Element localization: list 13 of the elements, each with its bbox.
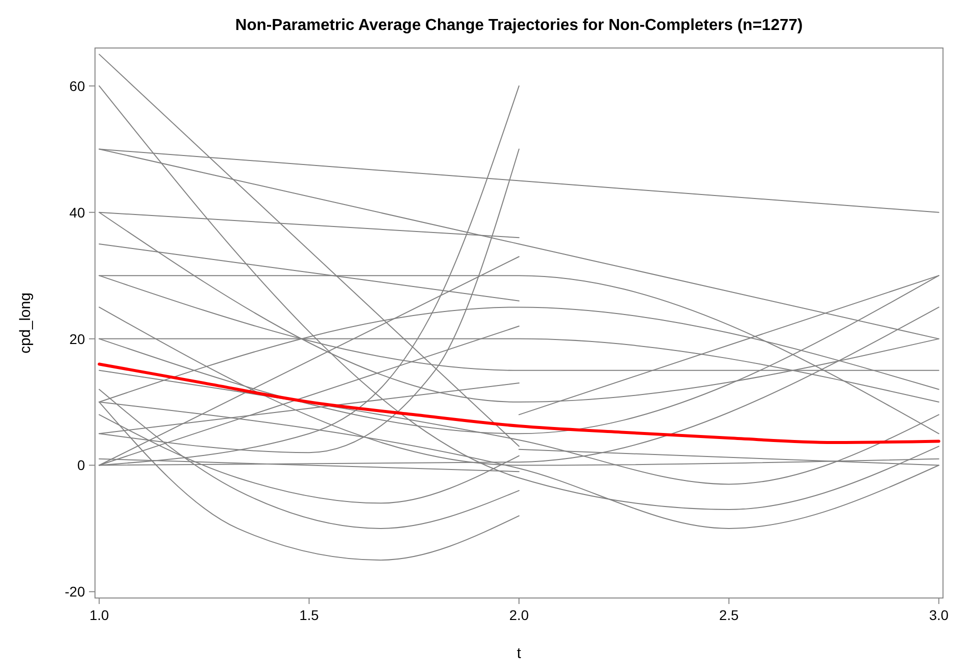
- y-tick-label: 0: [77, 457, 86, 474]
- x-tick-label: 2.0: [509, 607, 529, 623]
- chart-title: Non-Parametric Average Change Trajectories for Non-Completers (n=1277): [235, 17, 803, 34]
- x-tick-label: 3.0: [929, 607, 949, 623]
- y-tick-label: 60: [69, 78, 86, 94]
- x-axis-title: t: [516, 645, 522, 662]
- x-tick-label: 1.0: [89, 607, 110, 623]
- y-tick-label: 20: [69, 330, 86, 347]
- y-tick-label: 40: [69, 204, 86, 220]
- x-tick-label: 1.5: [299, 607, 320, 623]
- y-axis-title: cpd_long: [17, 292, 34, 354]
- y-tick-label: -20: [64, 584, 86, 600]
- x-tick-label: 2.5: [719, 607, 739, 623]
